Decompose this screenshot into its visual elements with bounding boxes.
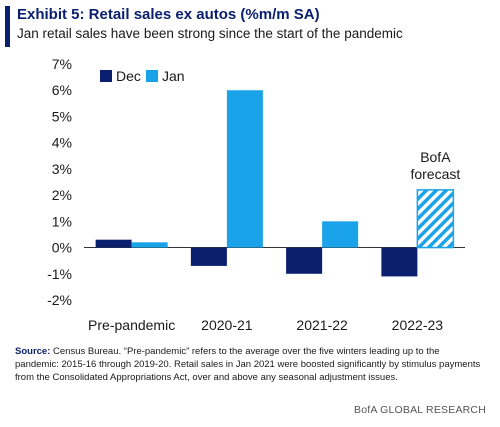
y-tick-label: 6% [52,82,72,98]
forecast-annotation: forecast [410,166,460,182]
x-category-label: Pre-pandemic [88,317,175,333]
bar-dec-2 [286,247,323,274]
y-tick-label: 2% [52,187,72,203]
source-label: Source: [15,346,51,357]
chart-title: Exhibit 5: Retail sales ex autos (%m/m S… [17,6,320,23]
bar-chart: -2% -1% 0% 1% 2% 3% 4% 5% 6% 7% Pre-pandemic 2020-… [47,56,465,333]
legend-swatch-jan [146,70,158,82]
forecast-annotation: BofA [420,149,451,165]
x-category-label: 2021-22 [296,317,348,333]
x-category-label: 2020-21 [201,317,253,333]
legend-swatch-dec [100,70,112,82]
bar-jan-3 [416,189,455,249]
bar-jan-2 [322,221,359,248]
y-tick-label: 5% [52,108,72,124]
y-tick-label: -2% [47,292,72,308]
brand-footer: BofA GLOBAL RESEARCH [354,404,486,416]
y-tick-label: 1% [52,213,72,229]
bar-dec-1 [190,247,227,266]
y-tick-label: -1% [47,266,72,282]
y-tick-label: 0% [52,240,72,256]
source-note: Source: Census Bureau. “Pre-pandemic” re… [15,345,485,384]
bar-jan-0 [131,242,168,248]
source-text: Census Bureau. “Pre-pandemic” refers to … [15,346,481,383]
y-tick-label: 7% [52,56,72,72]
chart-subtitle: Jan retail sales have been strong since … [17,26,403,41]
bar-dec-0 [95,239,132,248]
y-tick-label: 4% [52,135,72,151]
x-category-label: 2022-23 [392,317,444,333]
bar-dec-3 [381,247,418,277]
legend-label-jan: Jan [162,68,185,84]
bar-jan-1 [226,90,263,248]
legend-label-dec: Dec [116,68,141,84]
y-tick-label: 3% [52,161,72,177]
title-accent-bar [5,6,10,47]
